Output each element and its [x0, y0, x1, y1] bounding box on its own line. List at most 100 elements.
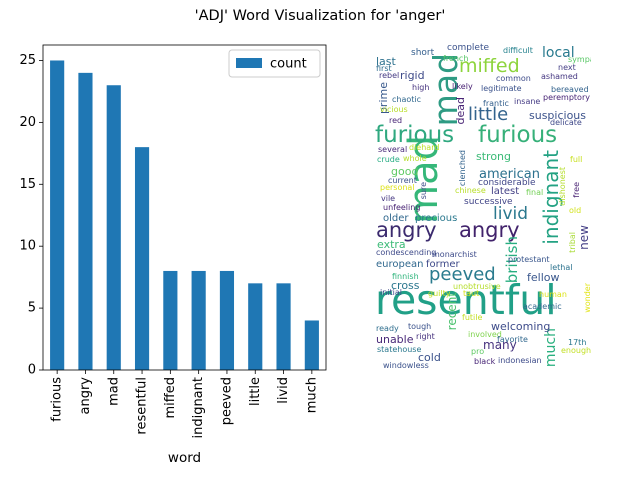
- cloud-word-short: short: [411, 48, 435, 58]
- bar-mad: [106, 85, 121, 370]
- cloud-word-taut: taut: [463, 289, 480, 298]
- x-tick-label-peeved: peeved: [219, 377, 234, 425]
- x-tick-label-indignant: indignant: [191, 377, 206, 439]
- cloud-word-last: last: [376, 55, 396, 68]
- cloud-word-angry: angry: [376, 218, 437, 242]
- bar-little: [248, 283, 263, 370]
- cloud-word-involved: involved: [468, 330, 502, 339]
- x-tick-label-resentful: resentful: [135, 377, 150, 435]
- cloud-word-new: new: [577, 225, 591, 250]
- word-cloud: resentful mad mad furious furious angry angry i…: [371, 42, 591, 372]
- cloud-word-clenched: clenched: [458, 150, 467, 187]
- cloud-word-complete: complete: [447, 43, 490, 53]
- cloud-word-human: human: [539, 290, 567, 299]
- cloud-word-crude: crude: [377, 155, 400, 164]
- cloud-word-free: free: [572, 182, 581, 198]
- cloud-word-chinese: chinese: [455, 186, 486, 195]
- cloud-word-dishonest: dishonest: [558, 167, 567, 206]
- legend-swatch: [236, 58, 262, 68]
- cloud-word-ready: ready: [376, 324, 399, 333]
- cloud-word-final: final: [526, 188, 544, 197]
- cloud-word-rebel: rebel: [379, 71, 400, 80]
- cloud-word-legitimate: legitimate: [481, 84, 522, 93]
- cloud-word-ashamed: ashamed: [541, 72, 578, 81]
- cloud-word-pro: pro: [471, 347, 485, 356]
- cloud-word-livid: livid: [493, 204, 529, 224]
- bar-much: [304, 320, 319, 370]
- cloud-word-wonder: wonder: [583, 283, 591, 313]
- cloud-word-next: next: [558, 63, 576, 72]
- cloud-word-delicate: delicate: [550, 118, 582, 127]
- cloud-word-good: good: [391, 165, 419, 178]
- cloud-word-likely: likely: [452, 82, 473, 91]
- cloud-word-black: black: [474, 357, 496, 366]
- cloud-word-fellow: fellow: [527, 271, 560, 284]
- cloud-word-diehard: diehard: [409, 143, 440, 152]
- cloud-word-17th: 17th: [568, 338, 587, 347]
- bar-livid: [276, 283, 291, 370]
- cloud-word-precious: precious: [415, 213, 458, 224]
- cloud-word-angry: angry: [459, 218, 520, 242]
- x-tick-label-miffed: miffed: [163, 377, 178, 418]
- y-tick-label-10: 10: [19, 239, 36, 254]
- cloud-word-sympathetic: sympathetic: [568, 55, 591, 64]
- y-tick-label-15: 15: [19, 177, 36, 192]
- cloud-word-former: former: [426, 259, 460, 270]
- figure-title: 'ADJ' Word Visualization for 'anger': [194, 8, 446, 24]
- cloud-word-old: old: [569, 206, 582, 215]
- cloud-word-local: local: [542, 45, 575, 61]
- cloud-word-european: european: [376, 259, 424, 270]
- cloud-word-successive: successive: [464, 197, 513, 207]
- axes-frame: [42, 44, 327, 371]
- cloud-word-vicious: vicious: [380, 105, 408, 114]
- cloud-word-enough: enough: [561, 346, 591, 355]
- cloud-word-bereaved: bereaved: [551, 85, 589, 94]
- cloud-word-furious: furious: [478, 122, 558, 148]
- x-tick-label-mad: mad: [106, 377, 121, 406]
- cloud-word-frantic: frantic: [483, 99, 509, 108]
- cloud-word-futile: futile: [462, 313, 483, 322]
- cloud-word-high: high: [412, 83, 430, 92]
- cloud-word-many: many: [483, 338, 517, 352]
- cloud-word-sure: sure: [419, 182, 428, 200]
- cloud-word-american: american: [479, 167, 540, 182]
- cloud-word-considerable: considerable: [478, 178, 536, 188]
- cloud-word-statehouse: statehouse: [377, 345, 422, 354]
- bar-furious: [50, 60, 65, 370]
- cloud-word-tough: tough: [408, 322, 432, 331]
- x-tick-label-angry: angry: [78, 377, 93, 415]
- cloud-word-dead: dead: [454, 97, 467, 125]
- cloud-word-personal: personal: [380, 183, 415, 192]
- cloud-word-condescending: condescending: [376, 248, 437, 257]
- cloud-word-full: full: [570, 155, 583, 164]
- cloud-word-strong: strong: [476, 150, 512, 163]
- bar-peeved: [219, 270, 235, 370]
- cloud-word-several: several: [378, 145, 408, 154]
- bar-angry: [78, 72, 93, 370]
- cloud-word-unable: unable: [376, 333, 414, 346]
- cloud-word-extra: extra: [377, 238, 406, 251]
- y-tick-label-20: 20: [19, 115, 36, 130]
- x-tick-label-much: much: [304, 377, 319, 413]
- cloud-word-academic: academic: [523, 302, 562, 311]
- cloud-word-tribal: tribal: [568, 232, 577, 253]
- cloud-word-monarchist: monarchist: [432, 250, 477, 259]
- y-tick-label-0: 0: [28, 363, 36, 378]
- x-axis-label: word: [168, 450, 201, 466]
- cloud-word-suspicious: suspicious: [529, 109, 587, 122]
- cloud-word-furious: furious: [375, 122, 455, 148]
- bar-indignant: [191, 270, 206, 370]
- cloud-word-windowless: windowless: [383, 361, 429, 370]
- cloud-word-lethal: lethal: [550, 263, 573, 272]
- cloud-word-current: current: [388, 176, 417, 185]
- cloud-word-peremptory: peremptory: [543, 93, 590, 102]
- x-tick-label-little: little: [248, 377, 263, 406]
- cloud-word-welcoming: welcoming: [491, 320, 551, 333]
- bar-resentful: [134, 147, 150, 370]
- cloud-word-chaotic: chaotic: [392, 95, 422, 104]
- cloud-word-older: older: [383, 213, 409, 224]
- cloud-word-latest: latest: [491, 186, 520, 197]
- cloud-word-insane: insane: [514, 97, 541, 106]
- cloud-word-favorite: favorite: [497, 335, 528, 344]
